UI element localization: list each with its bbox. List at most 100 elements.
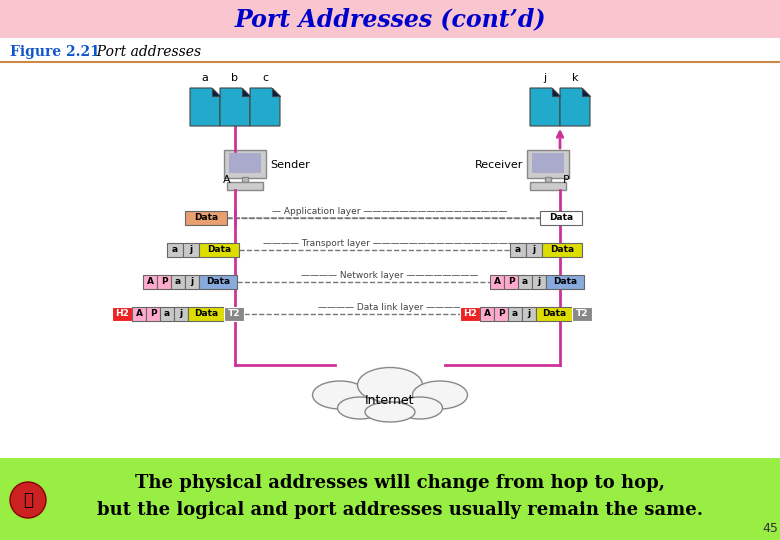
FancyBboxPatch shape (188, 307, 224, 321)
FancyBboxPatch shape (572, 307, 592, 321)
FancyBboxPatch shape (522, 307, 536, 321)
Text: A: A (223, 175, 231, 185)
Text: Sender: Sender (270, 160, 310, 170)
Text: j: j (527, 309, 530, 319)
FancyBboxPatch shape (229, 153, 261, 173)
FancyBboxPatch shape (160, 307, 174, 321)
Text: H2: H2 (463, 309, 477, 319)
Polygon shape (560, 88, 590, 126)
Text: 🏛: 🏛 (23, 491, 33, 509)
Text: ———— Data link layer ————: ———— Data link layer ———— (318, 303, 462, 313)
Text: c: c (262, 73, 268, 83)
Text: P: P (498, 309, 505, 319)
Polygon shape (551, 88, 560, 97)
FancyBboxPatch shape (199, 275, 237, 289)
Ellipse shape (313, 381, 367, 409)
FancyBboxPatch shape (157, 275, 171, 289)
Text: a: a (201, 73, 208, 83)
Text: j: j (533, 246, 536, 254)
Text: Receiver: Receiver (474, 160, 523, 170)
FancyBboxPatch shape (199, 243, 239, 257)
Ellipse shape (357, 368, 423, 402)
Text: j: j (179, 309, 183, 319)
Text: Figure 2.21: Figure 2.21 (10, 45, 100, 59)
FancyBboxPatch shape (174, 307, 188, 321)
FancyBboxPatch shape (518, 275, 532, 289)
FancyBboxPatch shape (0, 458, 780, 540)
Text: j: j (190, 246, 193, 254)
FancyBboxPatch shape (146, 307, 160, 321)
Ellipse shape (413, 381, 467, 409)
Text: T2: T2 (228, 309, 240, 319)
Text: Port addresses: Port addresses (88, 45, 201, 59)
FancyBboxPatch shape (242, 177, 248, 182)
Text: b: b (232, 73, 239, 83)
FancyBboxPatch shape (460, 307, 480, 321)
Ellipse shape (338, 397, 382, 419)
Text: Data: Data (194, 213, 218, 222)
Text: Data: Data (550, 246, 574, 254)
Text: A: A (484, 309, 491, 319)
Polygon shape (582, 88, 590, 97)
Text: k: k (572, 73, 578, 83)
FancyBboxPatch shape (540, 211, 582, 225)
Text: j: j (537, 278, 541, 287)
Text: ———— Network layer ————————: ———— Network layer ———————— (301, 272, 479, 280)
FancyBboxPatch shape (545, 177, 551, 182)
Polygon shape (250, 88, 280, 126)
Text: a: a (164, 309, 170, 319)
Polygon shape (211, 88, 220, 97)
Polygon shape (271, 88, 280, 97)
Text: The physical addresses will change from hop to hop,: The physical addresses will change from … (135, 474, 665, 492)
FancyBboxPatch shape (530, 182, 566, 190)
Ellipse shape (398, 397, 442, 419)
Polygon shape (220, 88, 250, 126)
Text: a: a (522, 278, 528, 287)
Text: a: a (512, 309, 518, 319)
Text: 45: 45 (762, 522, 778, 535)
FancyBboxPatch shape (183, 243, 199, 257)
Text: T2: T2 (576, 309, 588, 319)
Circle shape (10, 482, 46, 518)
FancyBboxPatch shape (510, 243, 526, 257)
Text: A: A (494, 278, 501, 287)
Text: H2: H2 (115, 309, 129, 319)
Polygon shape (190, 88, 220, 126)
Text: j: j (190, 278, 193, 287)
Text: Internet: Internet (365, 394, 415, 407)
Text: ———— Transport layer ————————————————: ———— Transport layer ———————————————— (263, 240, 517, 248)
FancyBboxPatch shape (527, 150, 569, 178)
FancyBboxPatch shape (167, 243, 183, 257)
Text: Data: Data (206, 278, 230, 287)
FancyBboxPatch shape (532, 275, 546, 289)
Text: Data: Data (549, 213, 573, 222)
Text: P: P (562, 175, 569, 185)
FancyBboxPatch shape (224, 150, 266, 178)
Text: Data: Data (553, 278, 577, 287)
FancyBboxPatch shape (112, 307, 132, 321)
Text: P: P (161, 278, 168, 287)
Text: a: a (172, 246, 178, 254)
FancyBboxPatch shape (542, 243, 582, 257)
Text: Data: Data (542, 309, 566, 319)
FancyBboxPatch shape (532, 153, 564, 173)
Text: — Application layer ————————————————: — Application layer ———————————————— (272, 207, 508, 217)
FancyBboxPatch shape (508, 307, 522, 321)
Text: j: j (544, 73, 547, 83)
Text: but the logical and port addresses usually remain the same.: but the logical and port addresses usual… (97, 501, 703, 519)
FancyBboxPatch shape (143, 275, 157, 289)
FancyBboxPatch shape (185, 275, 199, 289)
Text: A: A (147, 278, 154, 287)
FancyBboxPatch shape (224, 307, 244, 321)
FancyBboxPatch shape (132, 307, 146, 321)
FancyBboxPatch shape (536, 307, 572, 321)
Text: P: P (508, 278, 514, 287)
Text: Data: Data (194, 309, 218, 319)
FancyBboxPatch shape (185, 211, 227, 225)
Text: a: a (515, 246, 521, 254)
FancyBboxPatch shape (0, 0, 780, 38)
FancyBboxPatch shape (494, 307, 508, 321)
FancyBboxPatch shape (490, 275, 504, 289)
Text: a: a (175, 278, 181, 287)
Text: Port Addresses (cont’d): Port Addresses (cont’d) (234, 7, 546, 31)
